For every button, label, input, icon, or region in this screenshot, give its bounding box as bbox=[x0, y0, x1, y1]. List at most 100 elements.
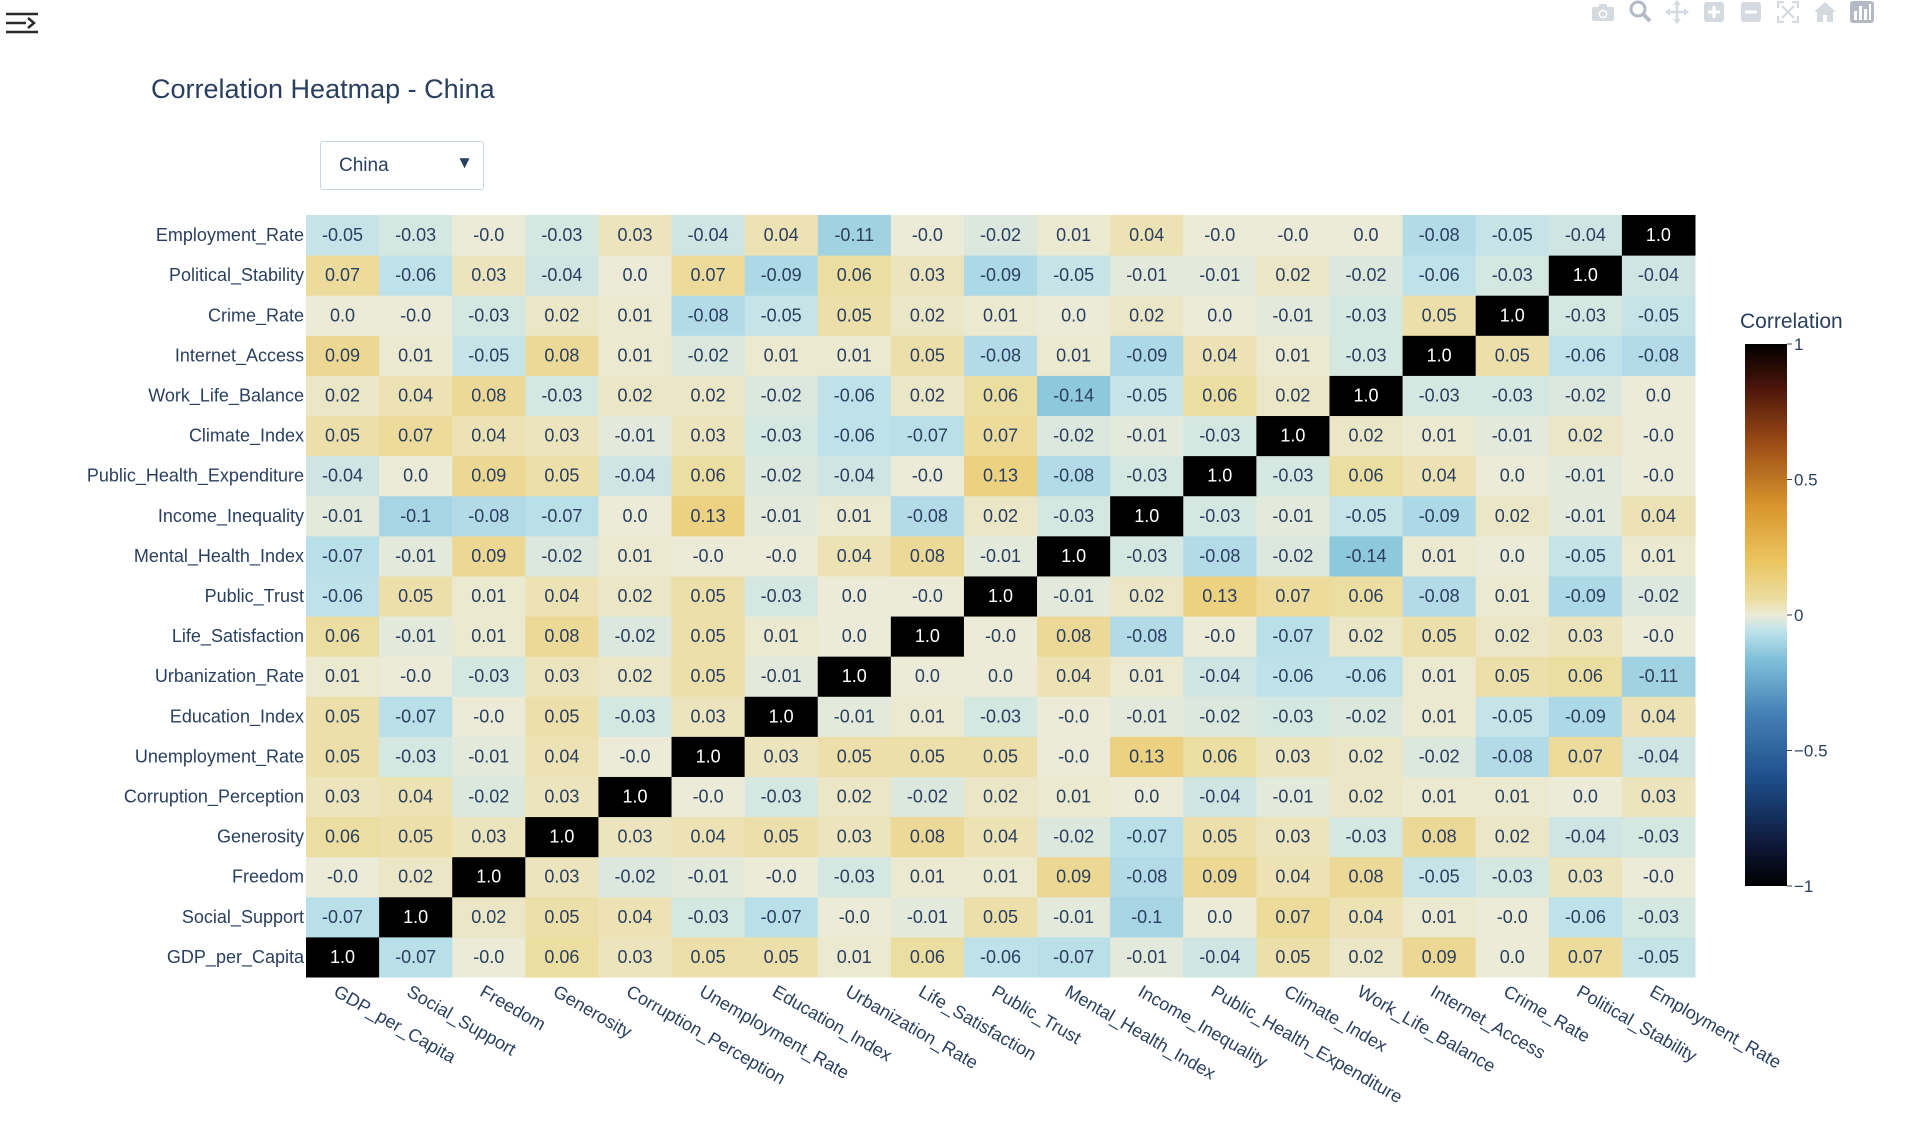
heatmap-cell[interactable] bbox=[1475, 375, 1550, 417]
heatmap-cell[interactable] bbox=[1329, 295, 1404, 336]
heatmap-cell[interactable] bbox=[1256, 616, 1330, 657]
heatmap-cell[interactable] bbox=[598, 335, 673, 376]
heatmap-cell[interactable] bbox=[1256, 535, 1330, 577]
heatmap-cell[interactable] bbox=[817, 896, 892, 938]
heatmap-cell[interactable] bbox=[671, 936, 746, 978]
heatmap-cell[interactable] bbox=[817, 415, 892, 457]
heatmap-cell[interactable] bbox=[1621, 816, 1696, 858]
heatmap-cell[interactable] bbox=[1402, 616, 1477, 657]
heatmap-cell[interactable] bbox=[306, 535, 380, 577]
heatmap-cell[interactable] bbox=[890, 375, 965, 417]
heatmap-cell[interactable] bbox=[379, 656, 453, 697]
heatmap-cell[interactable] bbox=[1402, 535, 1477, 577]
heatmap-cell[interactable] bbox=[452, 575, 526, 617]
heatmap-cell[interactable] bbox=[817, 495, 892, 537]
heatmap-cell[interactable] bbox=[890, 856, 965, 898]
heatmap-cell[interactable] bbox=[1402, 696, 1477, 737]
heatmap-cell[interactable] bbox=[598, 455, 673, 497]
heatmap-cell[interactable] bbox=[525, 535, 599, 577]
heatmap-cell[interactable] bbox=[890, 816, 965, 858]
heatmap-cell[interactable] bbox=[744, 335, 819, 376]
heatmap-cell[interactable] bbox=[817, 856, 892, 898]
heatmap-cell[interactable] bbox=[744, 696, 819, 737]
heatmap-cell[interactable] bbox=[1037, 535, 1111, 577]
heatmap-cell[interactable] bbox=[963, 656, 1038, 697]
heatmap-cell[interactable] bbox=[1329, 375, 1404, 417]
heatmap-cell[interactable] bbox=[963, 415, 1038, 457]
heatmap-cell[interactable] bbox=[671, 575, 746, 617]
heatmap-cell[interactable] bbox=[963, 455, 1038, 497]
heatmap-cell[interactable] bbox=[598, 255, 673, 296]
heatmap-cell[interactable] bbox=[1256, 215, 1330, 256]
heatmap-cell[interactable] bbox=[1183, 776, 1257, 818]
heatmap-cell[interactable] bbox=[890, 736, 965, 777]
heatmap-cell[interactable] bbox=[1110, 415, 1184, 457]
zoom-icon[interactable] bbox=[1628, 0, 1652, 24]
heatmap-cell[interactable] bbox=[525, 776, 599, 818]
heatmap-cell[interactable] bbox=[598, 736, 673, 777]
heatmap-cell[interactable] bbox=[525, 656, 599, 697]
heatmap-cell[interactable] bbox=[671, 776, 746, 818]
heatmap-cell[interactable] bbox=[1402, 575, 1477, 617]
heatmap-cell[interactable] bbox=[1621, 495, 1696, 537]
heatmap-cell[interactable] bbox=[1621, 616, 1696, 657]
heatmap-cell[interactable] bbox=[525, 736, 599, 777]
heatmap-cell[interactable] bbox=[379, 575, 453, 617]
heatmap-cell[interactable] bbox=[744, 936, 819, 978]
heatmap-cell[interactable] bbox=[1475, 616, 1550, 657]
heatmap-cell[interactable] bbox=[1037, 575, 1111, 617]
heatmap-cell[interactable] bbox=[1037, 816, 1111, 858]
heatmap-cell[interactable] bbox=[1621, 335, 1696, 376]
heatmap-cell[interactable] bbox=[1110, 736, 1184, 777]
heatmap-cell[interactable] bbox=[1402, 215, 1477, 256]
heatmap-cell[interactable] bbox=[525, 896, 599, 938]
heatmap-cell[interactable] bbox=[1256, 415, 1330, 457]
heatmap-cell[interactable] bbox=[598, 816, 673, 858]
heatmap-cell[interactable] bbox=[1037, 215, 1111, 256]
heatmap-cell[interactable] bbox=[1548, 335, 1623, 376]
heatmap-cell[interactable] bbox=[1329, 255, 1404, 296]
heatmap-cell[interactable] bbox=[890, 696, 965, 737]
heatmap-cell[interactable] bbox=[890, 656, 965, 697]
heatmap-cell[interactable] bbox=[1475, 295, 1550, 336]
heatmap-cell[interactable] bbox=[525, 696, 599, 737]
heatmap-cell[interactable] bbox=[744, 495, 819, 537]
zoom-in-icon[interactable] bbox=[1702, 0, 1726, 24]
heatmap-cell[interactable] bbox=[744, 616, 819, 657]
heatmap-cell[interactable] bbox=[1621, 656, 1696, 697]
heatmap-cell[interactable] bbox=[1110, 776, 1184, 818]
heatmap-cell[interactable] bbox=[1402, 736, 1477, 777]
heatmap-cell[interactable] bbox=[598, 415, 673, 457]
country-dropdown[interactable]: China ▼ bbox=[320, 141, 484, 190]
heatmap-cell[interactable] bbox=[452, 455, 526, 497]
heatmap-cell[interactable] bbox=[1183, 415, 1257, 457]
heatmap-cell[interactable] bbox=[452, 896, 526, 938]
heatmap-cell[interactable] bbox=[1548, 415, 1623, 457]
heatmap-cell[interactable] bbox=[379, 736, 453, 777]
heatmap-cell[interactable] bbox=[817, 295, 892, 336]
heatmap-cell[interactable] bbox=[306, 816, 380, 858]
heatmap-cell[interactable] bbox=[1329, 495, 1404, 537]
heatmap-cell[interactable] bbox=[1621, 255, 1696, 296]
heatmap-cell[interactable] bbox=[525, 375, 599, 417]
heatmap-cell[interactable] bbox=[306, 375, 380, 417]
heatmap-cell[interactable] bbox=[671, 495, 746, 537]
heatmap-cell[interactable] bbox=[1621, 896, 1696, 938]
zoom-out-icon[interactable] bbox=[1739, 0, 1763, 24]
heatmap-cell[interactable] bbox=[1475, 736, 1550, 777]
heatmap-cell[interactable] bbox=[1329, 656, 1404, 697]
heatmap-cell[interactable] bbox=[1183, 335, 1257, 376]
heatmap-cell[interactable] bbox=[379, 896, 453, 938]
heatmap-cell[interactable] bbox=[890, 335, 965, 376]
heatmap-cell[interactable] bbox=[306, 495, 380, 537]
heatmap-cell[interactable] bbox=[525, 335, 599, 376]
heatmap-cell[interactable] bbox=[817, 816, 892, 858]
heatmap-cell[interactable] bbox=[1110, 856, 1184, 898]
heatmap-cell[interactable] bbox=[452, 295, 526, 336]
heatmap-cell[interactable] bbox=[379, 856, 453, 898]
heatmap-cell[interactable] bbox=[452, 616, 526, 657]
heatmap-cell[interactable] bbox=[890, 616, 965, 657]
heatmap-cell[interactable] bbox=[1183, 455, 1257, 497]
heatmap-cell[interactable] bbox=[379, 455, 453, 497]
heatmap-cell[interactable] bbox=[1548, 616, 1623, 657]
